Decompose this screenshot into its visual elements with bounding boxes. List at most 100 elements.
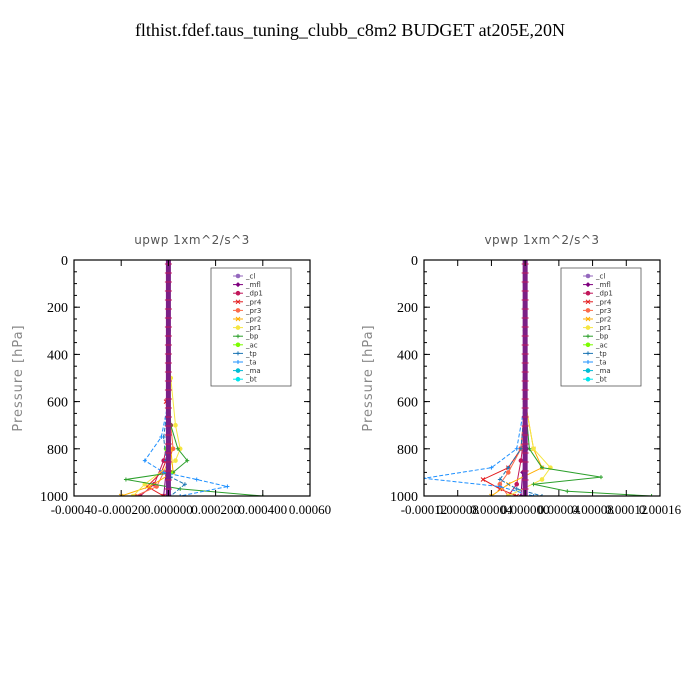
data-point-ta (497, 484, 502, 489)
data-point-ta (178, 494, 183, 496)
data-point-ta (424, 476, 426, 481)
data-point-ta (161, 470, 166, 475)
legend-marker-dp1 (235, 290, 241, 296)
legend-marker-ta (586, 360, 590, 364)
legend-marker-pr1 (235, 325, 241, 330)
y-axis-label: Pressure [hPa] (11, 324, 26, 431)
y-tick-label: 600 (47, 396, 68, 411)
series-line-ta (424, 260, 534, 496)
legend-label-pr4: _pr4 (245, 298, 262, 306)
x-tick-label: 0.000200 (191, 502, 240, 517)
chart-title: upwp 1xm^2/s^3 (134, 233, 250, 247)
data-point-bp (599, 475, 603, 480)
x-tick-label: 0.00004 (538, 502, 581, 517)
x-tick-label: -0.00040 (51, 502, 98, 517)
x-tick-label: 0.00012 (605, 502, 647, 517)
y-tick-label: 400 (397, 348, 418, 363)
data-point-bp (565, 489, 570, 494)
data-point-ta (225, 484, 230, 489)
legend-marker-cl (235, 273, 241, 279)
legend-label-pr1: _pr1 (595, 324, 611, 332)
data-point-bp (123, 477, 128, 482)
legend-label-mfl: _mfl (245, 281, 261, 289)
y-tick-label: 0 (411, 254, 418, 269)
chart-title: vpwp 1xm^2/s^3 (484, 233, 599, 247)
data-point-pr1 (531, 446, 536, 452)
page-title: flthist.fdef.taus_tuning_clubb_c8m2 BUDG… (134, 20, 566, 40)
legend-marker-bt (235, 376, 241, 382)
series-group (424, 260, 654, 496)
data-point-bp (175, 446, 180, 451)
y-tick-label: 200 (47, 301, 68, 316)
x-tick-label: 0.00004 (470, 502, 513, 517)
legend-marker-ac (585, 342, 591, 348)
legend-label-ta: _ta (245, 359, 257, 367)
data-point-pr4 (161, 493, 167, 496)
legend-marker-ta (236, 360, 240, 364)
data-point-tp (497, 477, 502, 482)
legend-label-bp: _bp (595, 333, 609, 341)
x-tick-label: -0.00012 (401, 502, 448, 517)
legend-label-cl: _cl (595, 273, 605, 281)
legend-marker-ac (235, 342, 241, 348)
data-point-ta (531, 494, 536, 496)
legend-marker-bp (236, 334, 240, 339)
data-point-ta (159, 435, 164, 439)
legend-label-mfl: _mfl (595, 281, 611, 289)
y-tick-label: 400 (47, 348, 68, 363)
y-tick-label: 0 (61, 254, 68, 269)
data-point-dp1 (514, 481, 520, 487)
data-point-pr2 (118, 493, 124, 496)
legend-label-ma: _ma (245, 367, 261, 375)
data-point-ta (514, 446, 519, 451)
chart-panel-2: vpwp 1xm^2/s^3 Pressure [hPa] 0 200 400 600 80… (361, 233, 682, 517)
series-group (118, 260, 265, 496)
legend-label-pr4: _pr4 (595, 298, 612, 306)
legend-label-dp1: _dp1 (595, 290, 613, 298)
data-point-bp (527, 446, 532, 451)
data-point-pr4 (497, 486, 503, 492)
legend-label-pr3: _pr3 (595, 307, 611, 315)
legend-label-cl: _cl (245, 273, 255, 281)
legend-label-ac: _ac (595, 341, 608, 349)
data-point-pr2 (489, 493, 494, 496)
series-line-pr2 (491, 260, 543, 496)
legend-box (560, 267, 642, 387)
x-tick-label: 0.00016 (639, 502, 682, 517)
data-point-pr1 (539, 477, 545, 482)
data-point-pr4 (514, 493, 520, 496)
legend-label-pr1: _pr1 (245, 324, 261, 332)
legend-marker-pr4 (235, 299, 241, 305)
data-point-pr2 (147, 484, 152, 489)
data-point-tp (514, 486, 519, 491)
legend-label-pr2: _pr2 (595, 316, 611, 324)
x-tick-label: -0.00020 (98, 502, 145, 517)
x-tick-label: 0.00060 (289, 502, 331, 517)
legend-marker-mfl (585, 282, 591, 288)
x-tick-label: 0.000000 (501, 502, 550, 517)
legend-label-ac: _ac (245, 341, 258, 349)
data-point-ta (194, 477, 199, 482)
data-point-ta (142, 458, 147, 463)
legend: _cl_mfl_dp1_pr4_pr3_pr2_pr1_bp_ac_tp_ta_… (210, 267, 292, 387)
legend-marker-bt (585, 376, 591, 382)
data-point-pr1 (173, 422, 178, 428)
data-point-bp (540, 465, 544, 470)
legend-label-pr3: _pr3 (245, 307, 261, 315)
legend-label-ta: _ta (595, 359, 607, 367)
series-line-pr1 (132, 260, 181, 496)
data-point-tp (540, 494, 544, 496)
data-point-bp (531, 482, 536, 487)
data-point-bp (649, 494, 654, 496)
x-tick-label: 0.000400 (238, 502, 287, 517)
legend-marker-tp (586, 351, 590, 356)
data-point-ta (489, 465, 494, 470)
legend-marker-pr3 (235, 308, 241, 313)
legend-marker-pr3 (585, 308, 591, 313)
legend-label-bt: _bt (595, 376, 607, 384)
y-tick-label: 800 (397, 443, 418, 458)
data-point-tp (506, 465, 511, 470)
x-tick-label: 0.00008 (571, 502, 613, 517)
x-tick-label: 0.00008 (437, 502, 479, 517)
